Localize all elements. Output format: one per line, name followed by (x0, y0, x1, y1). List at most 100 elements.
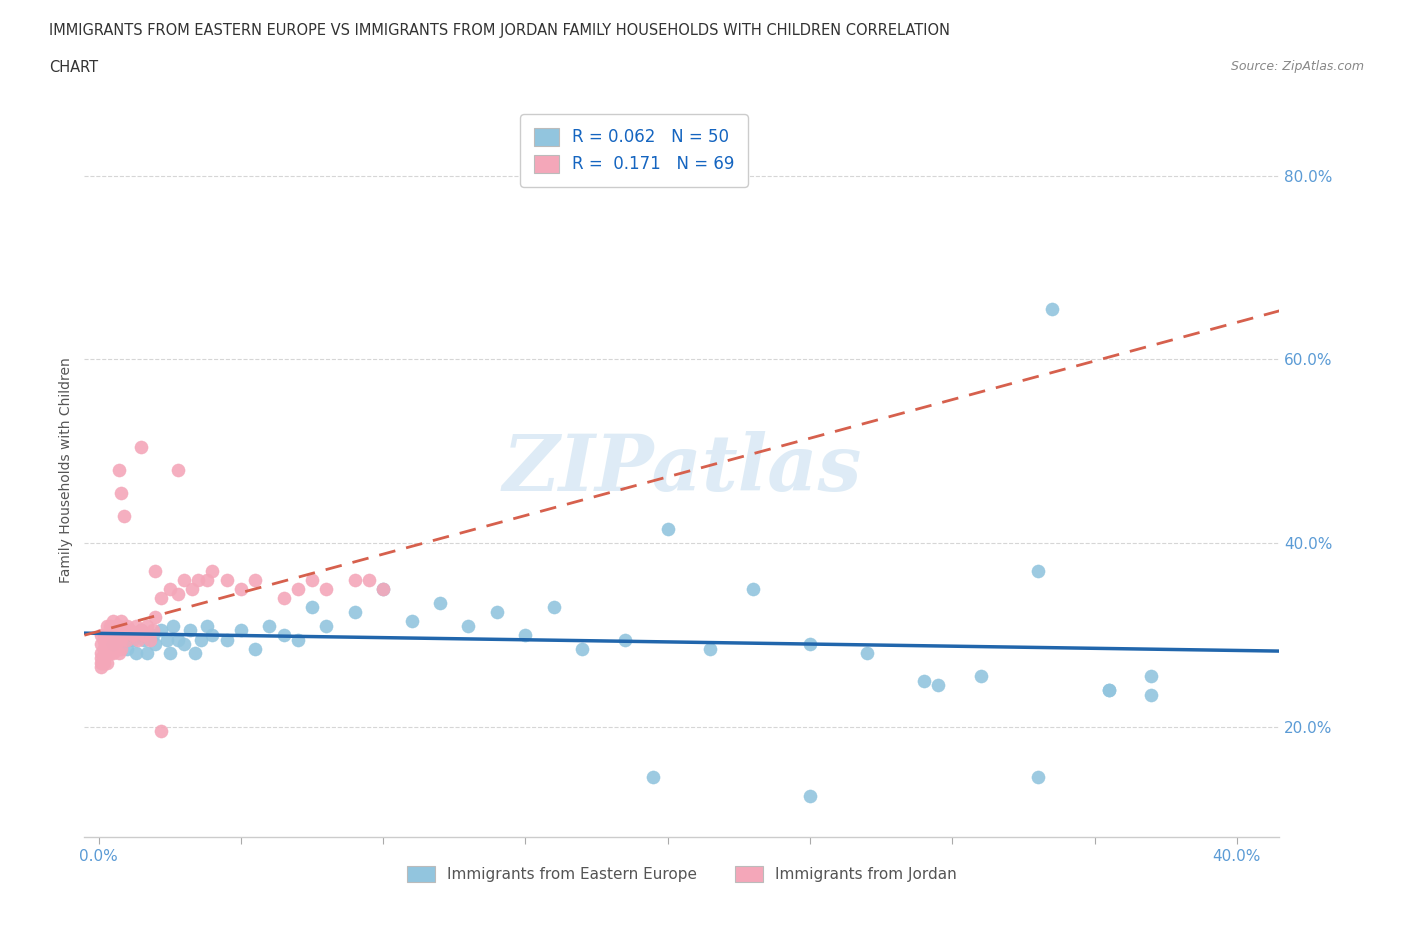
Point (201, 628, 224, 643)
Point (273, 591, 295, 605)
Point (301, 600, 323, 615)
Point (93, 642, 115, 657)
Point (187, 573, 209, 588)
Point (107, 618, 129, 633)
Legend: Immigrants from Eastern Europe, Immigrants from Jordan: Immigrants from Eastern Europe, Immigran… (401, 860, 963, 888)
Point (515, 628, 537, 643)
Point (167, 586, 190, 601)
Text: ZIPatlas: ZIPatlas (502, 432, 862, 508)
Point (96, 637, 118, 652)
Point (115, 642, 138, 657)
Point (357, 573, 380, 588)
Point (96, 628, 118, 643)
Point (107, 632, 129, 647)
Point (156, 632, 179, 647)
Point (90, 628, 112, 643)
Text: CHART: CHART (49, 60, 98, 75)
Point (273, 628, 295, 643)
Point (110, 485, 132, 500)
Point (287, 632, 309, 647)
Point (98, 632, 121, 647)
Point (699, 642, 721, 657)
Point (90, 645, 112, 660)
Point (112, 623, 135, 638)
Point (129, 623, 152, 638)
Point (107, 462, 129, 477)
Point (159, 581, 181, 596)
Point (93, 650, 115, 665)
Point (1140, 687, 1163, 702)
Point (132, 628, 156, 643)
Point (301, 573, 323, 588)
Point (799, 789, 821, 804)
Text: IMMIGRANTS FROM EASTERN EUROPE VS IMMIGRANTS FROM JORDAN FAMILY HOUSEHOLDS WITH : IMMIGRANTS FROM EASTERN EUROPE VS IMMIGR… (49, 23, 950, 38)
Point (150, 591, 173, 605)
Point (124, 645, 146, 660)
Point (912, 673, 935, 688)
Point (110, 632, 132, 647)
Point (98, 628, 121, 643)
Point (184, 645, 207, 660)
Point (927, 678, 949, 693)
Point (142, 623, 165, 638)
Point (1040, 301, 1063, 316)
Point (93, 632, 115, 647)
Point (139, 632, 162, 647)
Point (127, 632, 149, 647)
Point (98, 642, 121, 657)
Point (145, 609, 167, 624)
Point (643, 770, 665, 785)
Point (429, 595, 451, 610)
Text: Source: ZipAtlas.com: Source: ZipAtlas.com (1230, 60, 1364, 73)
Point (195, 618, 218, 633)
Point (315, 581, 337, 596)
Point (107, 632, 129, 647)
Point (970, 669, 993, 684)
Point (101, 645, 124, 660)
Point (243, 573, 266, 588)
Point (162, 618, 184, 633)
Point (799, 637, 821, 652)
Point (315, 618, 337, 633)
Point (150, 623, 173, 638)
Point (181, 581, 204, 596)
Point (259, 618, 281, 633)
Point (101, 614, 124, 629)
Point (150, 724, 173, 738)
Point (485, 604, 508, 619)
Point (343, 604, 366, 619)
Point (195, 573, 218, 588)
Point (110, 628, 132, 643)
Point (107, 645, 129, 660)
Point (229, 581, 252, 596)
Point (121, 632, 143, 647)
Point (132, 632, 156, 647)
Point (90, 637, 112, 652)
Point (173, 573, 195, 588)
Point (90, 655, 112, 670)
Point (1026, 770, 1049, 785)
Point (104, 642, 127, 657)
Point (104, 628, 127, 643)
Point (1026, 564, 1049, 578)
Point (215, 573, 238, 588)
Point (1098, 683, 1121, 698)
Point (190, 632, 212, 647)
Point (401, 614, 423, 629)
Point (93, 650, 115, 665)
Point (115, 628, 138, 643)
Point (167, 462, 190, 477)
Point (201, 564, 224, 578)
Point (101, 637, 124, 652)
Point (115, 618, 138, 633)
Point (373, 581, 395, 596)
Point (457, 618, 479, 633)
Point (145, 564, 167, 578)
Point (243, 642, 266, 657)
Point (93, 628, 115, 643)
Point (742, 581, 765, 596)
Point (96, 645, 118, 660)
Point (93, 632, 115, 647)
Point (343, 573, 366, 588)
Point (118, 623, 141, 638)
